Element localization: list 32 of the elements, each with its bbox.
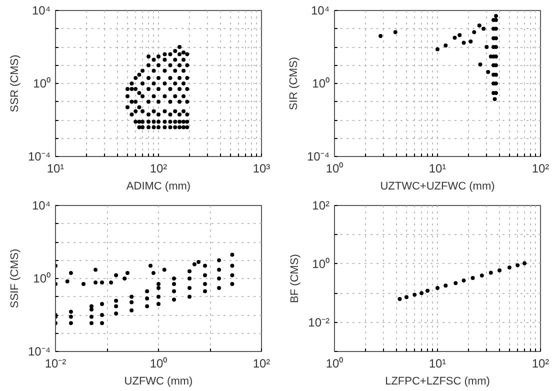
x-axis-title: UZTWC+UZFWC (mm) [380, 180, 495, 192]
x-axis-title: ADIMC (mm) [126, 180, 191, 192]
x-tick-label: 10² [532, 356, 550, 370]
y-tick-label: 10⁻⁴ [28, 150, 51, 164]
x-tick-label: 10⁻² [44, 356, 66, 370]
x-tick-label: 10² [150, 162, 168, 176]
y-tick-label: 10⁴ [32, 198, 51, 212]
y-tick-label: 10⁻² [308, 315, 330, 330]
y-tick-label: 10⁴ [310, 4, 330, 18]
y-tick-label: 10⁻⁴ [28, 344, 51, 358]
x-tick-label: 10¹ [428, 356, 446, 370]
y-tick-label: 10⁴ [32, 4, 51, 18]
x-tick-label: 10² [252, 356, 270, 370]
x-tick-label: 10⁰ [326, 162, 344, 176]
x-axis-title: LZFPC+LZFSC (mm) [385, 376, 490, 388]
y-tick-label: 10⁰ [33, 76, 51, 90]
x-tick-label: 10¹ [46, 162, 64, 176]
y-axis-title: SSR (CMS) [8, 54, 21, 112]
y-axis-title: SSIF (CMS) [8, 248, 21, 308]
x-tick-label: 10³ [252, 162, 270, 176]
x-tick-label: 10⁰ [326, 356, 344, 370]
y-tick-label: 10⁰ [312, 76, 330, 90]
y-tick-label: 10⁻⁴ [306, 150, 330, 164]
x-tick-label: 10¹ [428, 162, 446, 176]
x-tick-label: 10⁰ [150, 356, 168, 370]
x-tick-label: 10² [532, 162, 550, 176]
y-axis-title: SIR (CMS) [288, 56, 300, 110]
y-axis-title: BF (CMS) [289, 254, 302, 303]
y-tick-label: 10⁰ [33, 272, 51, 286]
y-tick-label: 10⁰ [312, 256, 330, 271]
y-tick-label: 10² [312, 198, 330, 212]
x-axis-title: UZFWC (mm) [124, 376, 193, 388]
